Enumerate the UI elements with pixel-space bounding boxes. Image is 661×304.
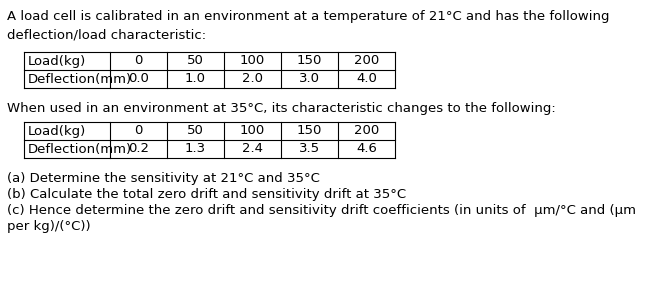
Text: per kg)/(°C)): per kg)/(°C)) <box>7 220 90 233</box>
Text: (c) Hence determine the zero drift and sensitivity drift coefficients (in units : (c) Hence determine the zero drift and s… <box>7 204 635 217</box>
Text: Load(kg): Load(kg) <box>28 125 86 137</box>
Text: 50: 50 <box>187 125 204 137</box>
Text: 4.6: 4.6 <box>356 143 377 156</box>
Text: 200: 200 <box>354 54 379 67</box>
Text: 50: 50 <box>187 54 204 67</box>
Text: 150: 150 <box>297 125 322 137</box>
Text: Load(kg): Load(kg) <box>28 54 86 67</box>
Text: A load cell is calibrated in an environment at a temperature of 21°C and has the: A load cell is calibrated in an environm… <box>7 10 609 41</box>
Text: 1.0: 1.0 <box>185 72 206 85</box>
Text: 0.2: 0.2 <box>128 143 149 156</box>
Text: (a) Determine the sensitivity at 21°C and 35°C: (a) Determine the sensitivity at 21°C an… <box>7 172 319 185</box>
Text: 2.0: 2.0 <box>242 72 263 85</box>
Text: 2.4: 2.4 <box>242 143 263 156</box>
Text: 200: 200 <box>354 125 379 137</box>
Text: 100: 100 <box>240 54 265 67</box>
Text: 3.5: 3.5 <box>299 143 320 156</box>
Text: 3.0: 3.0 <box>299 72 320 85</box>
Text: 150: 150 <box>297 54 322 67</box>
Text: (b) Calculate the total zero drift and sensitivity drift at 35°C: (b) Calculate the total zero drift and s… <box>7 188 406 201</box>
Text: When used in an environment at 35°C, its characteristic changes to the following: When used in an environment at 35°C, its… <box>7 102 555 115</box>
Text: 0: 0 <box>134 54 143 67</box>
Text: 0.0: 0.0 <box>128 72 149 85</box>
Text: 1.3: 1.3 <box>185 143 206 156</box>
Text: Deflection(mm): Deflection(mm) <box>28 72 132 85</box>
Text: 0: 0 <box>134 125 143 137</box>
Text: 100: 100 <box>240 125 265 137</box>
Text: Deflection(mm): Deflection(mm) <box>28 143 132 156</box>
Text: 4.0: 4.0 <box>356 72 377 85</box>
